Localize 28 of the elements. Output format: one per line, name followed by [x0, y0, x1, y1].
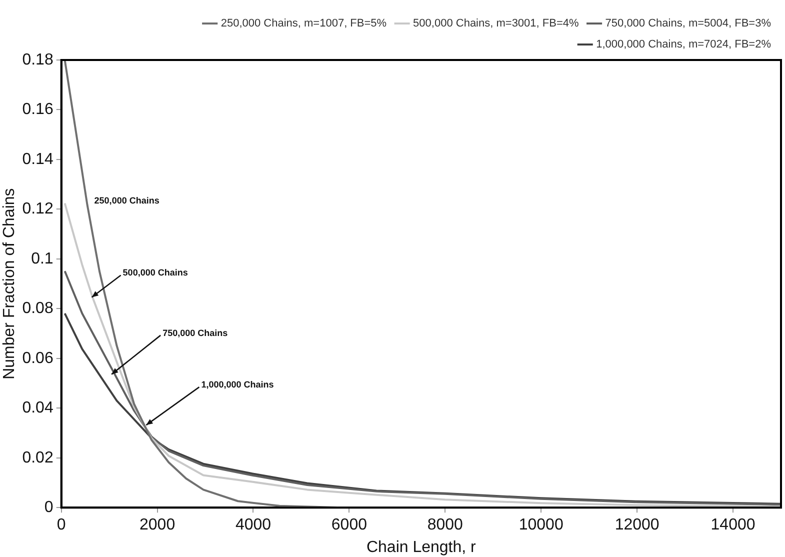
legend-label: 1,000,000 Chains, m=7024, FB=2%	[596, 38, 772, 51]
annotation: 750,000 Chains	[162, 328, 228, 338]
annotation: 500,000 Chains	[122, 268, 188, 278]
y-tick-label: 0.14	[22, 150, 54, 168]
x-axis-title: Chain Length, r	[366, 538, 477, 556]
legend-label: 750,000 Chains, m=5004, FB=3%	[605, 18, 772, 30]
x-tick-label: 10000	[518, 516, 564, 534]
y-tick-label: 0.06	[22, 350, 54, 367]
y-tick-label: 0.18	[22, 51, 54, 68]
y-tick-label: 0	[44, 499, 54, 516]
annotation: 1,000,000 Chains	[201, 380, 274, 390]
y-tick-label: 0.08	[22, 300, 54, 318]
x-tick-label: 8000	[427, 516, 464, 534]
y-tick-label: 0.12	[22, 200, 54, 218]
x-tick-label: 14000	[710, 516, 756, 534]
x-tick-label: 0	[56, 516, 66, 534]
y-tick-label: 0.1	[31, 250, 54, 268]
x-tick-label: 2000	[140, 516, 176, 534]
y-tick-label: 0.16	[22, 101, 54, 118]
y-axis-title: Number Fraction of Chains	[1, 188, 18, 380]
y-tick-label: 0.02	[22, 449, 54, 466]
y-tick-label: 0.04	[22, 400, 54, 417]
x-tick-label: 4000	[235, 516, 272, 534]
x-tick-label: 6000	[331, 516, 368, 534]
x-tick-label: 12000	[614, 516, 660, 534]
annotation: 250,000 Chains	[94, 195, 160, 206]
legend-label: 250,000 Chains, m=1007, FB=5%	[220, 18, 387, 30]
legend-label: 500,000 Chains, m=3001, FB=4%	[413, 18, 579, 30]
